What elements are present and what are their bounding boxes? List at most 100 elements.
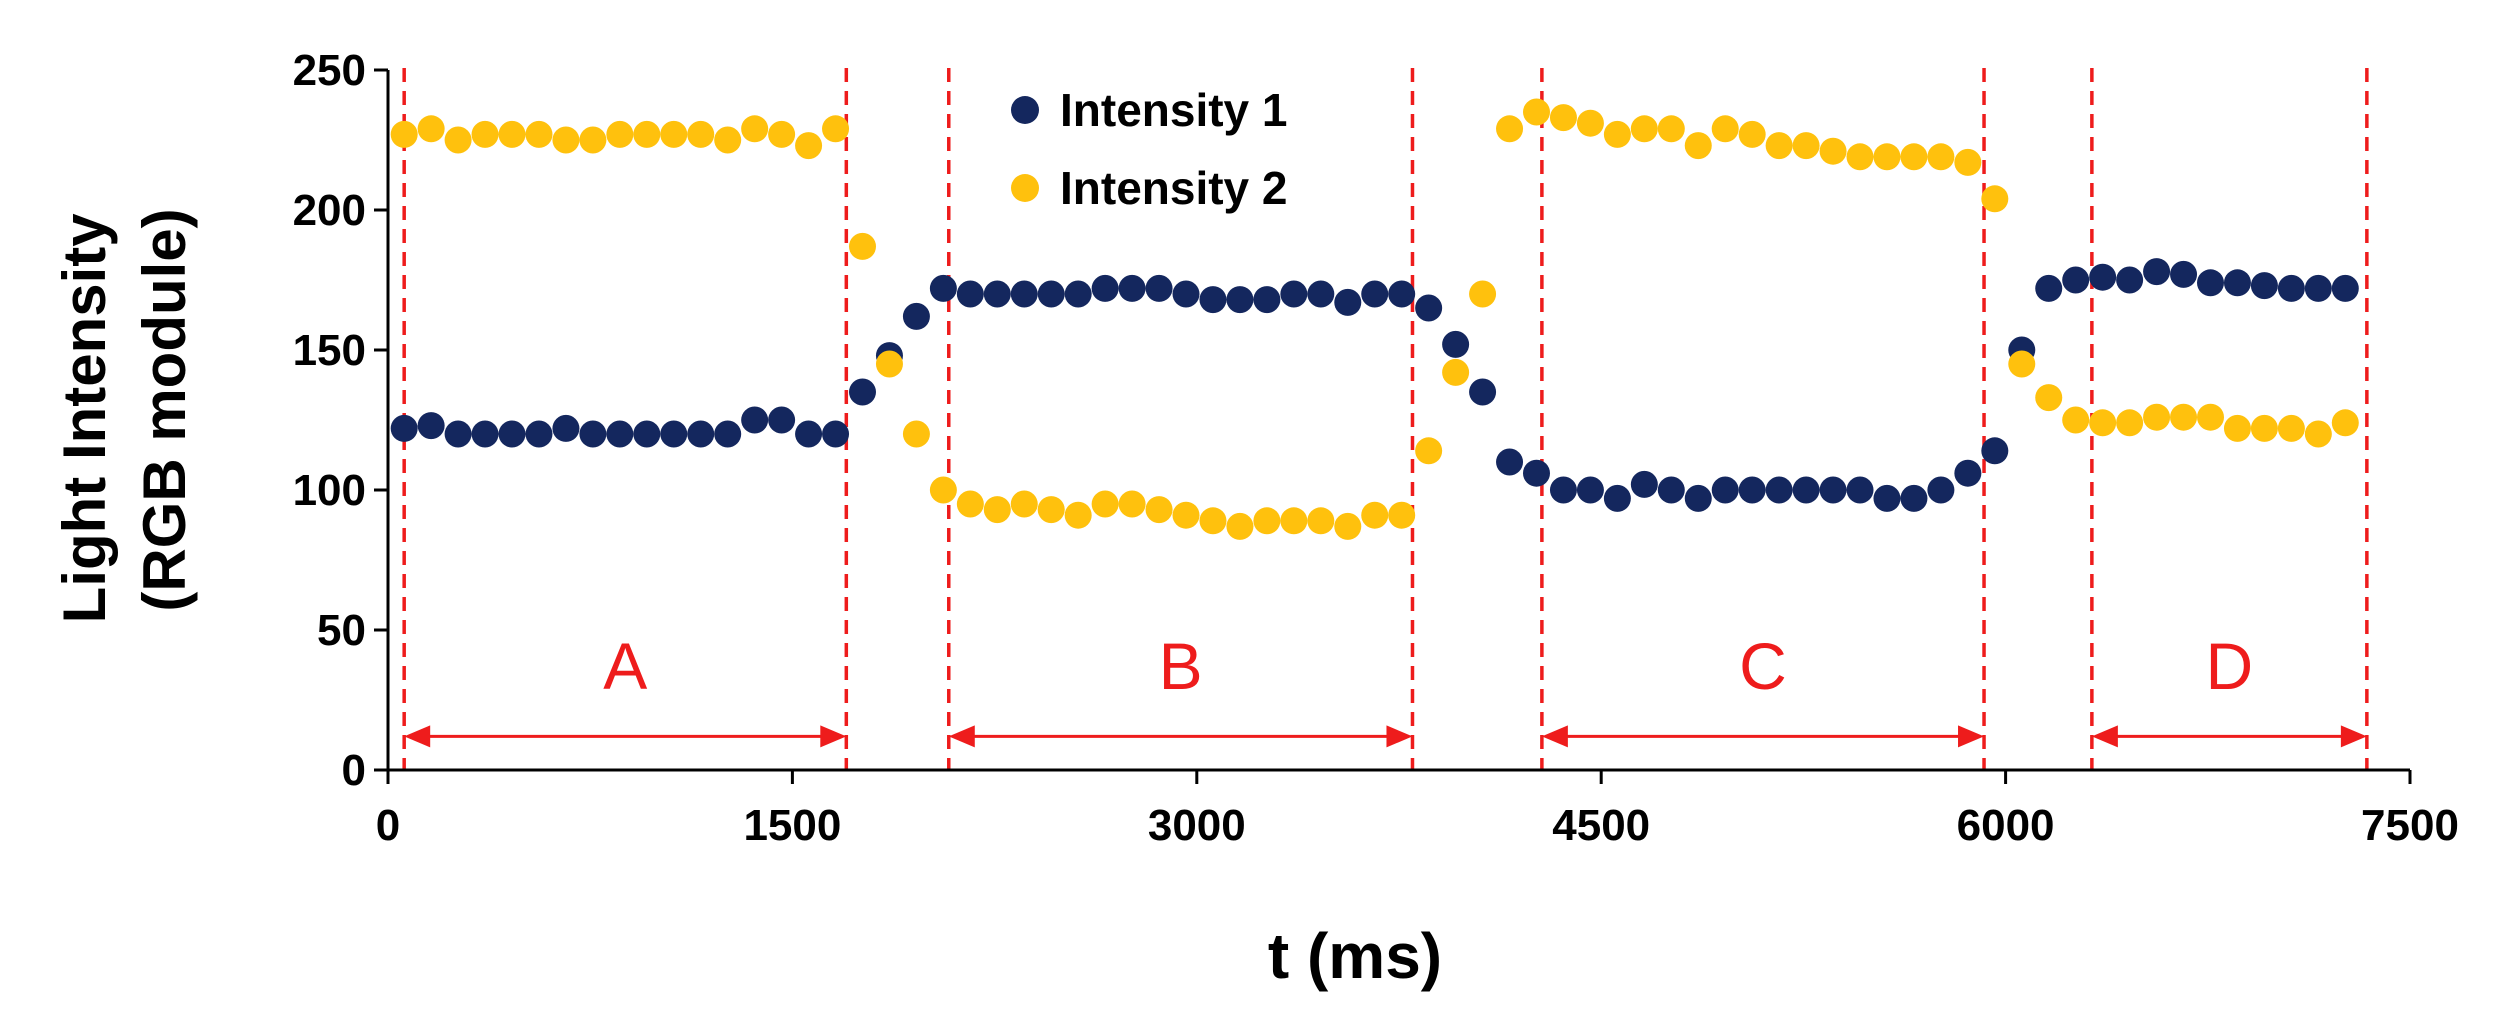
legend-label-intensity-2: Intensity 2 xyxy=(1060,162,1288,214)
region-arrowhead-right xyxy=(2340,725,2367,748)
region-arrowhead-right xyxy=(1958,725,1985,748)
data-point xyxy=(2196,403,2224,431)
legend-label-intensity-1: Intensity 1 xyxy=(1060,84,1288,136)
data-point xyxy=(1576,476,1604,504)
data-point xyxy=(1172,280,1200,308)
data-point xyxy=(525,420,553,448)
data-point xyxy=(983,496,1011,524)
data-point xyxy=(956,280,984,308)
data-point xyxy=(1657,115,1685,143)
data-point xyxy=(929,274,957,302)
y-tick-label: 150 xyxy=(293,326,366,375)
data-point xyxy=(2035,274,2063,302)
data-point xyxy=(1738,476,1766,504)
data-point xyxy=(2250,414,2278,442)
x-tick-label: 0 xyxy=(376,801,400,850)
y-tick-label: 250 xyxy=(293,46,366,95)
data-point xyxy=(525,120,553,148)
data-point xyxy=(848,378,876,406)
region-arrowhead-left xyxy=(1541,725,1568,748)
data-point xyxy=(1361,280,1389,308)
data-point xyxy=(2008,350,2036,378)
data-point xyxy=(822,115,850,143)
data-point xyxy=(1657,476,1685,504)
data-point xyxy=(1307,280,1335,308)
data-point xyxy=(1819,137,1847,165)
legend-marker-intensity-2 xyxy=(1011,174,1039,202)
data-point xyxy=(1927,143,1955,171)
data-point xyxy=(2170,403,2198,431)
x-tick-label: 3000 xyxy=(1148,801,1246,850)
x-axis-title: t (ms) xyxy=(1268,920,1442,992)
data-point xyxy=(768,406,796,434)
region-arrowhead-right xyxy=(1386,725,1413,748)
data-point xyxy=(1388,280,1416,308)
data-point xyxy=(1900,143,1928,171)
series-intensity-2 xyxy=(390,98,2359,540)
data-point xyxy=(1118,274,1146,302)
data-point xyxy=(1954,148,1982,176)
data-point xyxy=(1361,501,1389,529)
data-point xyxy=(741,115,769,143)
data-point xyxy=(471,120,499,148)
data-point xyxy=(2196,269,2224,297)
data-point xyxy=(2143,258,2171,286)
region-label: D xyxy=(2206,629,2254,703)
legend: Intensity 1 Intensity 2 xyxy=(1011,84,1288,214)
data-point xyxy=(1711,115,1739,143)
data-point xyxy=(687,120,715,148)
data-point xyxy=(1576,109,1604,137)
data-point xyxy=(1684,484,1712,512)
data-point xyxy=(1981,185,2009,213)
data-point xyxy=(929,476,957,504)
data-point xyxy=(2304,274,2332,302)
data-point xyxy=(552,414,580,442)
data-point xyxy=(498,120,526,148)
data-point xyxy=(660,420,688,448)
data-point xyxy=(1469,280,1497,308)
data-point xyxy=(741,406,769,434)
data-point xyxy=(1684,132,1712,160)
data-point xyxy=(1522,98,1550,126)
y-tick-label: 200 xyxy=(293,186,366,235)
data-point xyxy=(1873,484,1901,512)
data-point xyxy=(1522,459,1550,487)
data-point xyxy=(498,420,526,448)
region-label: B xyxy=(1159,629,1203,703)
data-point xyxy=(1172,501,1200,529)
data-point xyxy=(1037,496,1065,524)
data-point xyxy=(2331,409,2359,437)
data-point xyxy=(471,420,499,448)
data-point xyxy=(417,412,445,440)
data-point xyxy=(1145,496,1173,524)
data-point xyxy=(579,420,607,448)
data-point xyxy=(660,120,688,148)
series-intensity-1 xyxy=(390,258,2359,512)
data-point xyxy=(1091,274,1119,302)
data-point xyxy=(1064,501,1092,529)
region-arrowhead-left xyxy=(404,725,431,748)
data-point xyxy=(1711,476,1739,504)
data-point xyxy=(1981,437,2009,465)
data-point xyxy=(1145,274,1173,302)
data-point xyxy=(2143,403,2171,431)
data-point xyxy=(1846,143,1874,171)
data-point xyxy=(2223,269,2251,297)
data-point xyxy=(1388,501,1416,529)
data-point xyxy=(2116,409,2144,437)
data-point xyxy=(1549,476,1577,504)
data-point xyxy=(444,126,472,154)
data-point xyxy=(606,420,634,448)
region-arrowhead-right xyxy=(820,725,847,748)
data-point xyxy=(2035,384,2063,412)
data-point xyxy=(1199,286,1227,314)
data-point xyxy=(1334,288,1362,316)
data-point xyxy=(2277,274,2305,302)
data-point xyxy=(687,420,715,448)
data-point xyxy=(1738,120,1766,148)
data-point xyxy=(1253,507,1281,535)
data-point xyxy=(1280,280,1308,308)
legend-marker-intensity-1 xyxy=(1011,96,1039,124)
data-point xyxy=(1334,512,1362,540)
